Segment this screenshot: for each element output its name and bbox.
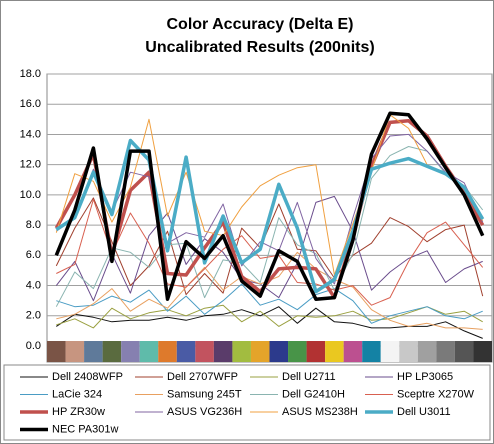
legend-label: Sceptre X270W bbox=[397, 388, 475, 400]
legend-label: Samsung 245T bbox=[167, 388, 242, 400]
color-swatch bbox=[121, 341, 140, 362]
y-tick-label: 14.0 bbox=[20, 128, 41, 140]
legend-label: Dell G2410H bbox=[282, 388, 345, 400]
color-swatch bbox=[102, 341, 122, 362]
color-swatch bbox=[158, 341, 177, 362]
legend-label: Dell 2707WFP bbox=[167, 371, 238, 383]
series-line bbox=[54, 119, 485, 300]
color-swatch bbox=[436, 341, 455, 362]
color-swatch bbox=[343, 341, 363, 362]
series-line bbox=[55, 114, 484, 276]
legend-label: NEC PA301w bbox=[52, 423, 118, 435]
color-swatch bbox=[176, 341, 196, 362]
series-line bbox=[55, 138, 485, 294]
color-swatch bbox=[195, 341, 214, 362]
y-tick-label: 6.0 bbox=[26, 249, 41, 261]
color-swatch bbox=[454, 341, 474, 362]
color-swatch bbox=[65, 341, 85, 362]
color-swatch bbox=[250, 341, 270, 362]
series-line bbox=[56, 198, 484, 306]
legend-label: HP LP3065 bbox=[397, 371, 453, 383]
color-swatch bbox=[473, 341, 492, 362]
color-swatch bbox=[325, 341, 344, 362]
legend-label: Dell U2711 bbox=[282, 371, 336, 383]
color-swatch bbox=[288, 341, 307, 362]
legend-label: ASUS VG236H bbox=[167, 406, 242, 418]
legend-label: LaCie 324 bbox=[52, 388, 102, 400]
color-swatch bbox=[380, 341, 400, 362]
series-line bbox=[55, 197, 484, 297]
series-line bbox=[55, 146, 484, 307]
color-swatch bbox=[139, 341, 159, 362]
color-swatch bbox=[47, 341, 66, 362]
y-tick-label: 18.0 bbox=[20, 68, 41, 80]
legend-label: ASUS MS238H bbox=[282, 406, 358, 418]
legend-label: Dell 2408WFP bbox=[52, 371, 123, 383]
legend-label: HP ZR30w bbox=[52, 406, 105, 418]
y-tick-label: 2.0 bbox=[26, 310, 41, 322]
color-swatch bbox=[399, 341, 418, 362]
y-tick-label: 16.0 bbox=[20, 98, 41, 110]
chart-subtitle: Uncalibrated Results (200nits) bbox=[145, 39, 374, 56]
color-swatch bbox=[213, 341, 233, 362]
color-swatch bbox=[269, 341, 289, 362]
y-tick-label: 4.0 bbox=[26, 279, 41, 291]
y-tick-label: 10.0 bbox=[20, 189, 41, 201]
color-swatch bbox=[306, 341, 326, 362]
color-swatch bbox=[362, 341, 381, 362]
series-line bbox=[56, 304, 483, 329]
series-line bbox=[54, 111, 485, 301]
color-swatch bbox=[84, 341, 103, 362]
color-swatch bbox=[232, 341, 251, 362]
legend-box bbox=[3, 364, 491, 441]
chart-title: Color Accuracy (Delta E) bbox=[166, 16, 353, 33]
y-tick-label: 12.0 bbox=[20, 159, 41, 171]
y-tick-label: 0.0 bbox=[26, 340, 41, 352]
series-line bbox=[56, 283, 483, 324]
y-tick-label: 8.0 bbox=[26, 219, 41, 231]
legend-label: Dell U3011 bbox=[397, 406, 451, 418]
color-swatch bbox=[417, 341, 437, 362]
series-line bbox=[56, 306, 483, 339]
